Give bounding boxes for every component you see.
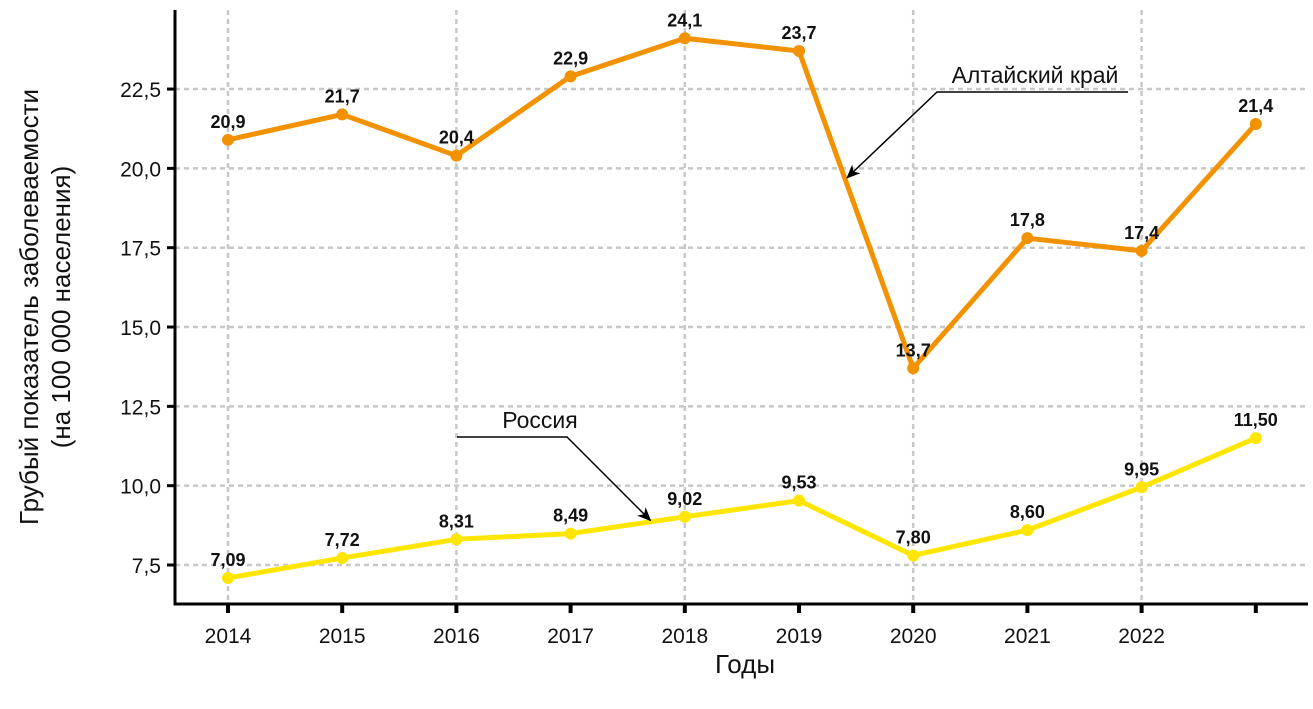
data-label: 8,49	[553, 506, 588, 526]
data-label: 17,8	[1010, 210, 1045, 230]
data-label: 9,53	[781, 473, 816, 493]
y-tick-label: 12,5	[120, 396, 161, 419]
x-tick-label: 2016	[433, 625, 480, 648]
data-label: 11,50	[1234, 410, 1278, 430]
data-point	[793, 44, 805, 57]
x-tick-label: 2017	[547, 625, 594, 648]
data-point	[907, 549, 920, 562]
y-tick-label: 15,0	[120, 317, 161, 340]
data-point	[1135, 481, 1148, 494]
series-group	[222, 32, 1262, 585]
data-label: 9,95	[1124, 459, 1159, 479]
data-point	[564, 527, 577, 540]
x-tick-label: 2014	[205, 625, 252, 648]
data-label: 7,80	[896, 527, 931, 547]
annotations: Алтайский край Россия	[457, 62, 1128, 522]
data-point	[793, 494, 805, 507]
data-point	[1249, 432, 1262, 445]
gridlines	[175, 10, 1308, 604]
series-line-altai	[227, 35, 1258, 371]
data-label: 22,9	[553, 48, 588, 68]
x-tick-label: 2021	[1004, 625, 1051, 648]
data-point	[678, 510, 691, 523]
y-axis-title-line2: (на 100 000 населения)	[46, 166, 76, 449]
data-point	[1135, 244, 1148, 257]
x-axis-title: Годы	[715, 649, 775, 679]
data-point	[1021, 524, 1034, 537]
annotation-label-altai: Алтайский край	[952, 62, 1119, 88]
axes: 7,5 10,0 12,5 15,0 17,5 20,0 22,5 2014 2015 2016 2…	[120, 10, 1308, 648]
data-point	[678, 32, 691, 45]
data-label: 24,1	[667, 10, 702, 30]
x-tick-label: 2018	[661, 625, 708, 648]
data-point	[336, 108, 349, 121]
x-tick-label: 2020	[890, 625, 937, 648]
data-point	[450, 533, 463, 546]
data-point	[336, 552, 349, 565]
data-label: 21,4	[1238, 96, 1273, 116]
data-point	[450, 149, 463, 162]
data-label: 17,4	[1124, 223, 1159, 243]
y-tick-label: 20,0	[120, 158, 161, 181]
data-point	[1021, 232, 1034, 245]
x-tick-label: 2015	[319, 625, 366, 648]
data-labels: 20,9 21,7 20,4 22,9 24,1 23,7 13,7 17,8 17,4 21,4…	[210, 10, 1277, 570]
data-label: 20,4	[439, 128, 474, 148]
data-label: 23,7	[781, 23, 816, 43]
annotation-arrow-russia	[457, 436, 652, 522]
data-label: 7,72	[325, 530, 360, 550]
x-tick-label: 2019	[776, 625, 823, 648]
y-tick-label: 22,5	[120, 79, 161, 102]
data-label: 9,02	[667, 489, 702, 509]
data-point	[222, 133, 234, 146]
series-line-russia	[227, 435, 1257, 581]
data-label: 21,7	[325, 86, 360, 106]
y-tick-label: 17,5	[120, 238, 161, 261]
data-label: 8,31	[439, 511, 474, 531]
data-label: 7,09	[210, 550, 245, 570]
data-point	[907, 362, 920, 375]
data-point	[1249, 117, 1262, 130]
data-label: 8,60	[1010, 502, 1045, 522]
x-tick-label: 2022	[1118, 625, 1165, 648]
data-point	[222, 572, 234, 585]
data-label: 20,9	[210, 112, 245, 132]
y-tick-label: 7,5	[132, 555, 161, 578]
annotation-label-russia: Россия	[502, 407, 577, 433]
data-label: 13,7	[896, 340, 931, 360]
y-axis-title-line1: Грубый показатель заболеваемости	[14, 89, 44, 525]
y-tick-label: 10,0	[120, 476, 161, 499]
data-point	[564, 70, 577, 83]
annotation-arrow-altai	[846, 91, 1128, 179]
